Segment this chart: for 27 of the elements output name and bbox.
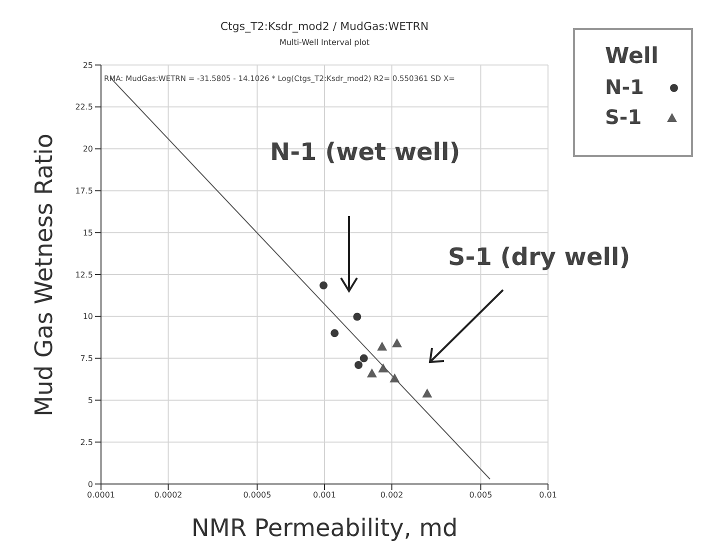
chart-title: Ctgs_T2:Ksdr_mod2 / MudGas:WETRN [219,20,430,33]
y-tick-label: 20 [82,144,93,154]
annotation: S-1 (dry well) [448,243,630,271]
y-axis-title: Mud Gas Wetness Ratio [30,134,58,416]
legend-label: N-1 [605,75,644,99]
x-tick-label: 0.0005 [243,490,272,500]
x-tick-label: 0.01 [539,490,557,500]
y-tick-label: 7.5 [80,354,93,364]
legend-label: S-1 [605,105,642,129]
x-tick-label: 0.0001 [87,490,115,500]
y-tick-label: 17.5 [75,186,93,196]
y-tick-label: 2.5 [80,438,93,447]
y-tick-label: 5 [88,396,93,406]
y-tick-label: 15 [82,228,93,238]
x-tick-label: 0.002 [380,490,404,500]
legend-title: Well [605,44,660,69]
y-tick-label: 22.5 [75,102,93,112]
y-tick-label: 10 [82,312,93,322]
x-tick-label: 0.0002 [154,490,182,500]
chart-subtitle: Multi-Well Interval plot [278,38,370,47]
y-tick-label: 25 [82,60,93,70]
y-tick-label: 0 [88,480,93,489]
x-tick-label: 0.001 [313,490,336,500]
x-tick-label: 0.005 [469,490,492,500]
x-axis-title: NMR Permeability, md [190,514,459,542]
y-tick-label: 12.5 [75,270,93,280]
annotation: N-1 (wet well) [270,138,460,166]
